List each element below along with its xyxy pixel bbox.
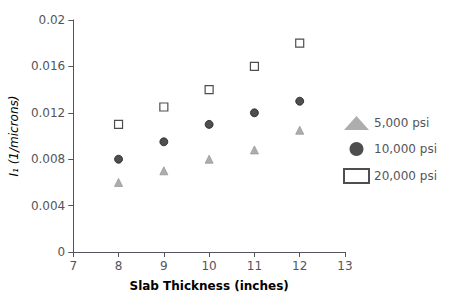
- svg-text:9: 9: [160, 259, 168, 273]
- svg-text:5,000 psi: 5,000 psi: [374, 116, 429, 130]
- svg-text:0.016: 0.016: [31, 59, 65, 73]
- svg-text:7: 7: [69, 259, 77, 273]
- svg-text:0.012: 0.012: [31, 106, 65, 120]
- svg-text:Slab Thickness (inches): Slab Thickness (inches): [129, 279, 288, 293]
- svg-text:10,000 psi: 10,000 psi: [374, 142, 437, 156]
- svg-text:12: 12: [292, 259, 307, 273]
- svg-text:11: 11: [247, 259, 262, 273]
- svg-text:0.008: 0.008: [31, 152, 65, 166]
- svg-text:0.004: 0.004: [31, 199, 65, 213]
- svg-text:13: 13: [337, 259, 352, 273]
- svg-text:20,000 psi: 20,000 psi: [374, 169, 437, 183]
- svg-text:0.02: 0.02: [39, 13, 66, 27]
- svg-text:10: 10: [201, 259, 216, 273]
- svg-text:0: 0: [58, 245, 66, 259]
- svg-text:I₁ (1/microns): I₁ (1/microns): [7, 96, 21, 177]
- svg-text:8: 8: [115, 259, 123, 273]
